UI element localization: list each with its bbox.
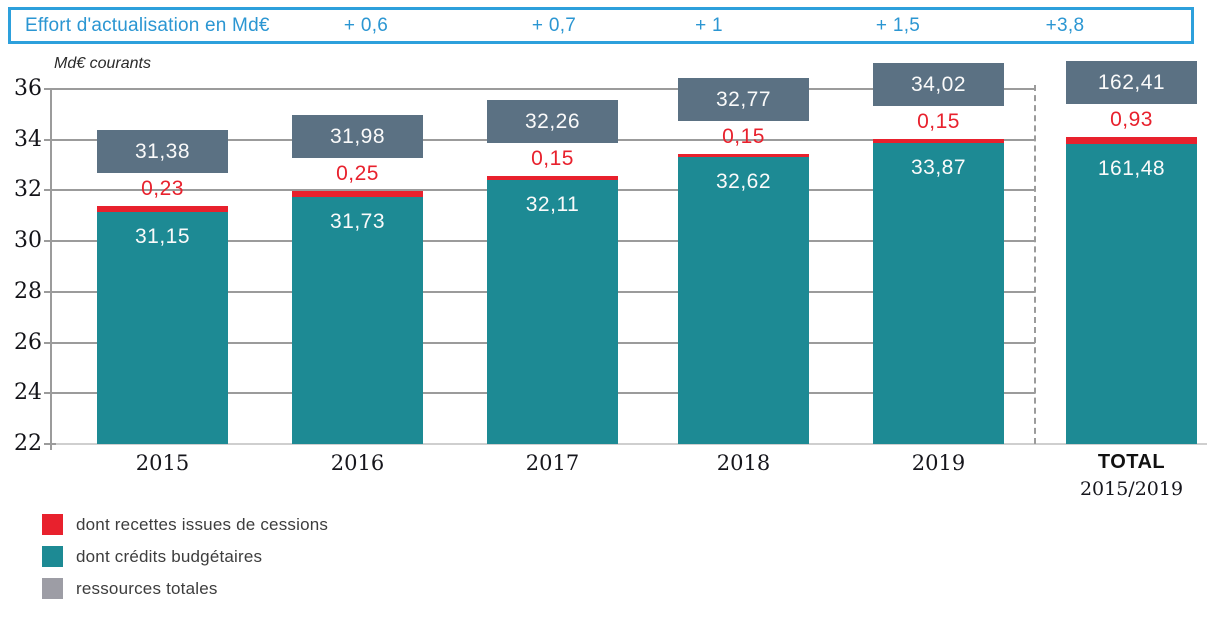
legend-swatch <box>42 546 63 567</box>
budget-bar <box>873 143 1004 444</box>
budget-value-label: 32,11 <box>525 193 580 217</box>
effort-value: +3,8 <box>1045 14 1085 36</box>
y-tick-label: 22 <box>14 431 42 456</box>
resources-totales-box: 162,41 <box>1066 61 1197 105</box>
legend-item: dont crédits budgétaires <box>42 546 328 567</box>
category-label: 2017 <box>525 451 580 475</box>
legend-item: ressources totales <box>42 578 328 599</box>
y-tick-label: 28 <box>14 278 42 304</box>
resources-totales-box: 31,98 <box>292 114 423 158</box>
budget-bar <box>487 180 618 444</box>
baseline <box>52 443 1207 445</box>
category-label: 2016 <box>330 451 385 475</box>
resources-totales-box: 32,77 <box>678 77 809 121</box>
budget-bar <box>292 197 423 444</box>
effort-value: + 1,5 <box>875 14 921 36</box>
resources-totales-box: 32,26 <box>487 100 618 144</box>
resources-totales-box: 31,38 <box>97 130 228 174</box>
effort-banner: Effort d'actualisation en Md€ + 0,6 + 0,7… <box>8 7 1194 44</box>
grid-line <box>52 88 1035 90</box>
cessions-value-label: 0,93 <box>1110 108 1153 132</box>
cessions-strip <box>292 190 423 198</box>
y-tick-label: 30 <box>14 228 42 254</box>
y-axis-line <box>50 89 52 450</box>
cessions-value-label: 0,15 <box>531 147 574 171</box>
budget-value-label: 161,48 <box>1097 157 1166 181</box>
budget-bar <box>97 211 228 444</box>
effort-banner-title: Effort d'actualisation en Md€ <box>25 14 270 36</box>
budget-bar <box>678 157 809 444</box>
category-label: 2019 <box>911 451 966 475</box>
legend: dont recettes issues de cessions dont cré… <box>42 514 328 610</box>
total-divider-dashed-line <box>1034 85 1036 444</box>
budget-value-label: 32,62 <box>715 170 772 194</box>
effort-value: + 1 <box>695 14 723 36</box>
y-tick-label: 32 <box>14 177 42 203</box>
legend-label: dont crédits budgétaires <box>76 546 263 566</box>
effort-value: + 0,6 <box>343 14 389 36</box>
legend-label: dont recettes issues de cessions <box>76 514 329 534</box>
legend-item: dont recettes issues de cessions <box>42 514 328 535</box>
cessions-value-label: 0,23 <box>141 177 184 201</box>
legend-swatch <box>42 578 63 599</box>
category-label: TOTAL <box>1097 451 1166 473</box>
y-tick-label: 24 <box>14 380 42 406</box>
cessions-value-label: 0,15 <box>917 110 960 134</box>
legend-swatch <box>42 514 63 535</box>
budget-value-label: 33,87 <box>910 156 967 179</box>
legend-label: ressources totales <box>76 578 218 598</box>
y-tick-label: 26 <box>14 329 42 355</box>
category-sublabel: 2015/2019 <box>1079 478 1184 500</box>
category-label: 2018 <box>716 451 771 475</box>
budget-bar <box>1066 144 1197 444</box>
cessions-strip <box>678 153 809 158</box>
budget-value-label: 31,73 <box>329 210 386 234</box>
cessions-value-label: 0,15 <box>722 124 765 148</box>
cessions-strip <box>97 206 228 212</box>
y-tick-label: 36 <box>14 76 42 101</box>
y-axis-unit-label: Md€ courants <box>54 55 151 72</box>
y-tick-label: 34 <box>14 126 42 152</box>
budget-value-label: 31,15 <box>134 224 191 248</box>
cessions-strip <box>1066 137 1197 145</box>
category-label: 2015 <box>135 451 190 475</box>
cessions-strip <box>487 176 618 181</box>
cessions-strip <box>873 139 1004 143</box>
resources-totales-box: 34,02 <box>873 63 1004 107</box>
effort-value: + 0,7 <box>531 14 577 36</box>
cessions-value-label: 0,25 <box>336 161 379 185</box>
